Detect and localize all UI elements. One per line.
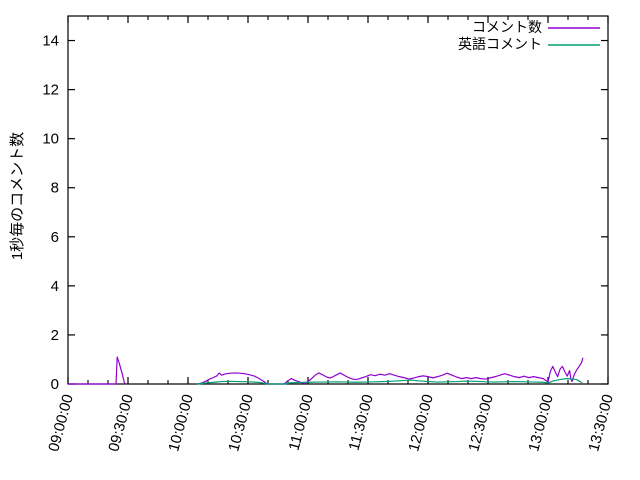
y-tick-label: 0 bbox=[51, 376, 59, 393]
y-axis-ticks: 0 2 4 6 8 10 12 14 bbox=[42, 33, 608, 393]
series-line-1 bbox=[197, 357, 584, 385]
y-tick-label: 14 bbox=[42, 33, 59, 50]
legend-label-1: コメント数 bbox=[472, 19, 542, 35]
y-tick-label: 8 bbox=[51, 180, 59, 197]
y-tick-label: 10 bbox=[42, 131, 59, 148]
y-tick-label: 4 bbox=[51, 278, 59, 295]
series-line-2 bbox=[197, 378, 583, 385]
series-line-1 bbox=[67, 356, 127, 385]
y-tick-label: 6 bbox=[51, 229, 59, 246]
y-axis-title: 1秒毎のコメント数 bbox=[9, 132, 26, 260]
y-axis-title-text: 1秒毎のコメント数 bbox=[9, 132, 26, 260]
y-tick-label: 2 bbox=[51, 327, 59, 344]
y-tick-label: 12 bbox=[42, 82, 59, 99]
data-series-group bbox=[67, 356, 584, 385]
plot-frame bbox=[67, 15, 609, 385]
legend-label-2: 英語コメント bbox=[458, 36, 542, 52]
